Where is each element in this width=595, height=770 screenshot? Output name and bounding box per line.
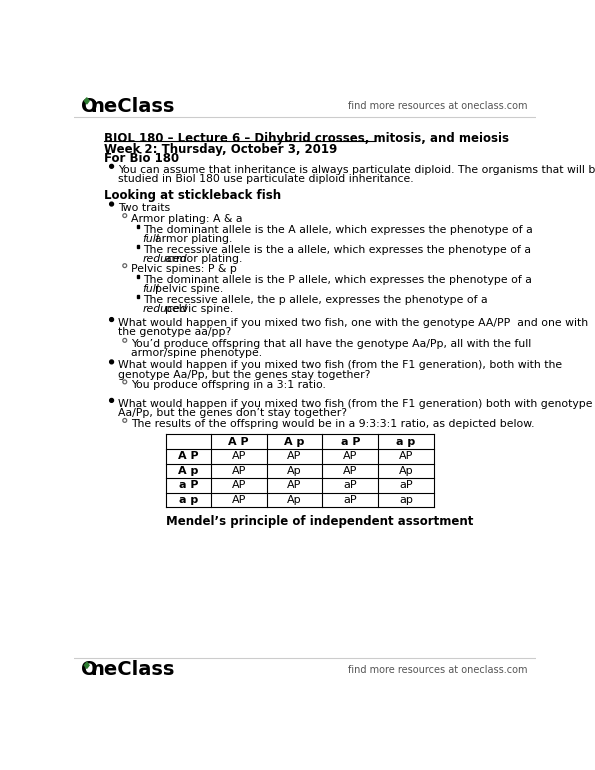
Text: pelvic spine.: pelvic spine. (155, 284, 224, 294)
Text: genotype Aa/Pp, but the genes stay together?: genotype Aa/Pp, but the genes stay toget… (118, 370, 370, 380)
Text: Ap: Ap (287, 495, 302, 505)
Text: What would happen if you mixed two fish, one with the genotype AA/PP  and one wi: What would happen if you mixed two fish,… (118, 318, 588, 328)
Text: full: full (143, 284, 159, 294)
Text: find more resources at oneclass.com: find more resources at oneclass.com (348, 665, 528, 675)
Text: A p: A p (284, 437, 305, 447)
Text: Ap: Ap (287, 466, 302, 476)
Circle shape (109, 360, 114, 364)
Text: The recessive allele is the a allele, which expresses the phenotype of a: The recessive allele is the a allele, wh… (143, 245, 534, 255)
Text: AP: AP (231, 466, 246, 476)
Text: armor plating.: armor plating. (155, 234, 233, 244)
Text: a P: a P (178, 480, 198, 490)
Bar (137, 225, 139, 228)
Polygon shape (84, 98, 89, 104)
Text: A P: A P (228, 437, 249, 447)
Text: What would happen if you mixed two fish (from the F1 generation), both with the: What would happen if you mixed two fish … (118, 360, 562, 370)
Bar (137, 245, 139, 248)
Text: What would happen if you mixed two fish (from the F1 generation) both with genot: What would happen if you mixed two fish … (118, 399, 592, 409)
Text: BIOL 180 – Lecture 6 – Dihybrid crosses, mitosis, and meiosis: BIOL 180 – Lecture 6 – Dihybrid crosses,… (104, 132, 509, 146)
Text: You produce offspring in a 3:1 ratio.: You produce offspring in a 3:1 ratio. (131, 380, 326, 390)
Text: Looking at stickleback fish: Looking at stickleback fish (104, 189, 281, 203)
Text: reduced: reduced (143, 254, 187, 264)
Bar (137, 275, 139, 278)
Polygon shape (84, 662, 89, 668)
Text: The dominant allele is the A allele, which expresses the phenotype of a: The dominant allele is the A allele, whi… (143, 225, 536, 235)
Text: full: full (143, 234, 159, 244)
Text: ap: ap (399, 495, 413, 505)
Circle shape (109, 317, 114, 322)
Text: A P: A P (178, 451, 199, 461)
Text: aP: aP (343, 480, 357, 490)
Text: Armor plating: A & a: Armor plating: A & a (131, 214, 242, 224)
Text: AP: AP (231, 451, 246, 461)
Text: AP: AP (231, 495, 246, 505)
Text: The recessive allele, the p allele, expresses the phenotype of a: The recessive allele, the p allele, expr… (143, 295, 491, 305)
Text: Mendel’s principle of independent assortment: Mendel’s principle of independent assort… (166, 515, 473, 528)
Text: Aa/Pp, but the genes don’t stay together?: Aa/Pp, but the genes don’t stay together… (118, 408, 347, 418)
Text: For Bio 180: For Bio 180 (104, 152, 179, 165)
Text: aP: aP (399, 480, 413, 490)
Text: a P: a P (340, 437, 360, 447)
Text: neClass: neClass (90, 97, 174, 115)
Text: O: O (80, 661, 97, 679)
Text: Ap: Ap (399, 466, 414, 476)
Text: The dominant allele is the P allele, which expresses the phenotype of a: The dominant allele is the P allele, whi… (143, 275, 535, 285)
Text: O: O (80, 97, 97, 115)
Text: AP: AP (343, 466, 358, 476)
Text: studied in Biol 180 use particulate diploid inheritance.: studied in Biol 180 use particulate dipl… (118, 174, 414, 184)
Text: AP: AP (399, 451, 414, 461)
Text: aP: aP (343, 495, 357, 505)
Circle shape (109, 202, 114, 206)
Text: a p: a p (178, 495, 198, 505)
Text: AP: AP (343, 451, 358, 461)
Text: armor plating.: armor plating. (165, 254, 243, 264)
Text: Pelvic spines: P & p: Pelvic spines: P & p (131, 264, 237, 274)
Text: The results of the offspring would be in a 9:3:3:1 ratio, as depicted below.: The results of the offspring would be in… (131, 419, 534, 429)
Text: the genotype aa/pp?: the genotype aa/pp? (118, 327, 231, 337)
Text: AP: AP (287, 480, 302, 490)
Text: AP: AP (287, 451, 302, 461)
Circle shape (109, 399, 114, 403)
Text: You’d produce offspring that all have the genotype Aa/Pp, all with the full: You’d produce offspring that all have th… (131, 339, 531, 349)
Circle shape (109, 165, 114, 168)
Bar (137, 295, 139, 298)
Text: reduced: reduced (143, 304, 187, 314)
Text: AP: AP (231, 480, 246, 490)
Text: Two traits: Two traits (118, 203, 170, 213)
Text: a p: a p (396, 437, 416, 447)
Text: armor/spine phenotype.: armor/spine phenotype. (131, 348, 262, 358)
Text: A p: A p (178, 466, 199, 476)
Text: Week 2: Thursday, October 3, 2019: Week 2: Thursday, October 3, 2019 (104, 143, 337, 156)
Text: neClass: neClass (90, 661, 174, 679)
Text: pelvic spine.: pelvic spine. (165, 304, 233, 314)
Text: You can assume that inheritance is always particulate diploid. The organisms tha: You can assume that inheritance is alway… (118, 165, 595, 175)
Text: find more resources at oneclass.com: find more resources at oneclass.com (348, 102, 528, 111)
